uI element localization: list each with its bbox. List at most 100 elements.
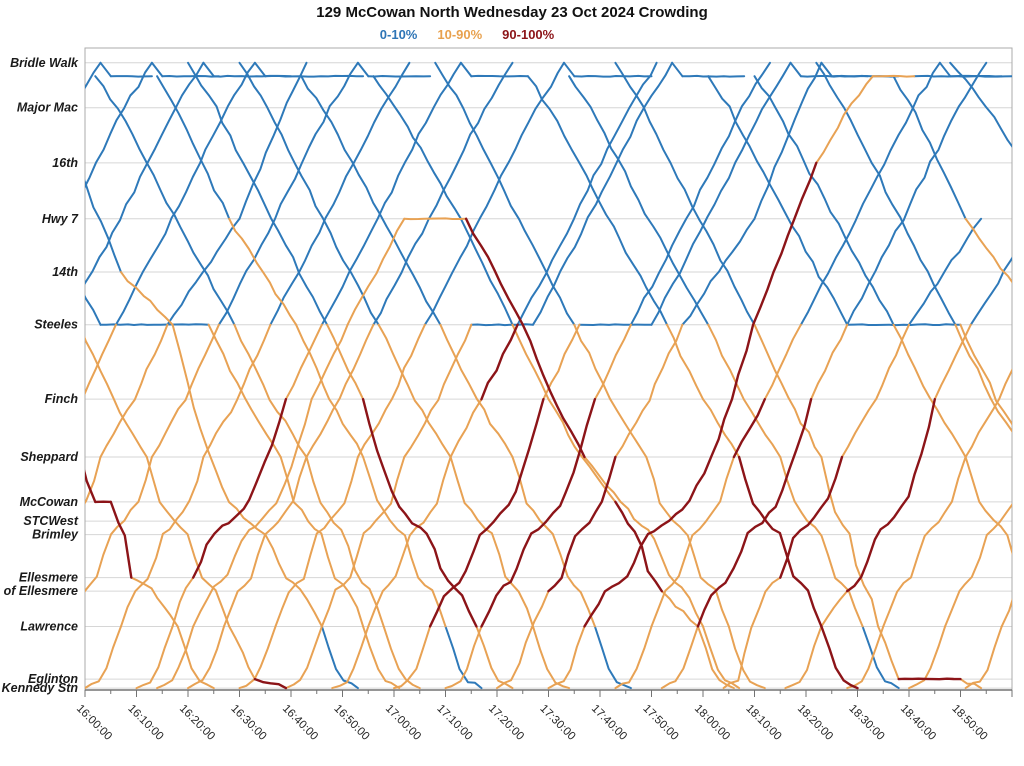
- trip-line-segment-low: [94, 75, 148, 164]
- trip-line-segment-mid: [145, 456, 231, 628]
- trip-line-segment-mid: [449, 456, 534, 628]
- trip-line-segment-low: [516, 61, 658, 326]
- trip-line-segment-mid: [120, 271, 174, 326]
- stop-label: Finch: [45, 392, 79, 406]
- x-tick-label: 17:40:00: [589, 703, 629, 743]
- trip-line-segment-mid: [660, 625, 699, 690]
- trip-line-segment-mid: [1000, 597, 1012, 628]
- trip-line-segment-mid: [871, 74, 916, 78]
- trip-line-segment-mid: [882, 456, 967, 628]
- trip-line-segment-low: [681, 74, 746, 78]
- trip-line-segment-mid: [532, 625, 571, 690]
- x-tick-label: 16:20:00: [177, 703, 217, 743]
- trip-line-segment-low: [320, 61, 462, 326]
- trip-line-segment-mid: [619, 500, 704, 628]
- x-tick-label: 18:10:00: [743, 703, 783, 743]
- trip-line-segment-mid: [593, 323, 632, 401]
- trip-line-segment-high: [820, 625, 859, 690]
- trip-line-segment-low: [789, 61, 802, 78]
- trip-line-segment-mid: [305, 323, 375, 458]
- trip-line-segment-mid: [702, 625, 741, 690]
- x-tick-label: 18:30:00: [846, 703, 886, 743]
- trip-line-segment-high: [192, 398, 288, 579]
- trip-line-segment-high: [897, 677, 962, 681]
- trip-line-segment-low: [264, 74, 365, 78]
- trip-line-segment-high: [521, 323, 586, 459]
- trip-line-segment-low: [85, 61, 205, 286]
- x-tick-label: 18:40:00: [898, 703, 938, 743]
- trip-line-segment-low: [367, 75, 432, 78]
- trip-line-segment-low: [356, 61, 370, 78]
- trip-line-segment-mid: [944, 503, 1012, 628]
- trip-line-segment-low: [671, 61, 684, 78]
- trip-line-segment-mid: [85, 456, 153, 593]
- trip-line-segment-low: [187, 61, 329, 326]
- trip-line-segment-mid: [187, 625, 225, 690]
- trip-line-segment-mid: [820, 590, 849, 628]
- trip-line-segment-high: [480, 323, 519, 401]
- trip-line-segment-high: [732, 398, 766, 459]
- trip-line-segment-low: [238, 61, 380, 326]
- trip-line-segment-mid: [403, 323, 473, 458]
- stop-label: Brimley: [32, 528, 79, 542]
- trip-line-segment-mid: [393, 625, 432, 690]
- trip-line-segment-mid: [573, 323, 648, 458]
- trip-line-segment-high: [361, 398, 478, 628]
- stop-label: STCWest: [23, 514, 78, 528]
- trip-line-segment-low: [949, 75, 1012, 78]
- trip-line-segment-mid: [228, 625, 256, 681]
- x-tick-label: 18:00:00: [692, 703, 732, 743]
- x-tick-label: 16:00:00: [74, 703, 114, 743]
- trip-line-segment-mid: [722, 576, 782, 690]
- trip-line-segment-low: [156, 75, 231, 220]
- trip-line-segment-high: [779, 455, 844, 579]
- trip-line-segment-high: [428, 398, 545, 628]
- trip-line-segment-low: [969, 256, 1012, 326]
- trip-line-segment-mid: [763, 323, 802, 401]
- trip-line-segment-low: [892, 75, 967, 220]
- trip-line-segment-low: [815, 61, 957, 326]
- trip-line-segment-mid: [511, 323, 550, 401]
- trip-line-segment-low: [202, 61, 215, 78]
- trip-line-segment-mid: [284, 323, 323, 401]
- trip-line-segment-low: [351, 161, 442, 326]
- trip-line-segment-low: [434, 61, 576, 326]
- trip-line-segment-low: [563, 61, 576, 78]
- trip-line-segment-mid: [933, 323, 972, 401]
- stop-label: Steeles: [34, 318, 78, 332]
- trip-line-segment-mid: [496, 590, 550, 690]
- stop-label: Kennedy Stn: [2, 681, 79, 695]
- stop-label: S of Ellesmere: [0, 584, 78, 598]
- trip-line-segment-low: [85, 61, 153, 189]
- trip-line-segment-mid: [295, 323, 365, 458]
- trip-line-segment-mid: [223, 456, 308, 628]
- trip-line-segment-high: [696, 398, 813, 628]
- trip-line-segment-low: [799, 61, 941, 326]
- trip-line-segment-high: [583, 161, 818, 628]
- trip-line-segment-mid: [192, 398, 313, 628]
- trip-line-segment-mid: [279, 456, 365, 628]
- trip-line-segment-low: [573, 74, 653, 78]
- stop-label: Hwy 7: [42, 212, 79, 226]
- trip-line-segment-mid: [645, 456, 730, 628]
- x-tick-label: 17:50:00: [640, 703, 680, 743]
- trip-line-segment-mid: [666, 323, 704, 401]
- x-tick-label: 18:50:00: [949, 703, 989, 743]
- stop-label: Bridle Walk: [10, 56, 79, 70]
- trip-line-segment-high: [109, 500, 133, 579]
- trip-line-segment-mid: [156, 625, 195, 690]
- trip-line-segment-high: [464, 217, 524, 326]
- x-tick-label: 16:50:00: [331, 703, 371, 743]
- x-tick-label: 17:20:00: [486, 703, 526, 743]
- trip-line-segment-mid: [284, 625, 323, 690]
- trip-line-segment-low: [650, 61, 792, 326]
- trip-line-segment-low: [109, 75, 153, 78]
- x-tick-label: 17:10:00: [434, 703, 474, 743]
- trip-line-segment-high: [614, 500, 663, 593]
- trip-line-segment-mid: [444, 625, 483, 690]
- trip-line-segment-low: [99, 61, 112, 78]
- trip-line-segment-low: [372, 61, 514, 326]
- trip-line-segment-mid: [547, 398, 617, 503]
- trip-line-segment-mid: [475, 625, 514, 690]
